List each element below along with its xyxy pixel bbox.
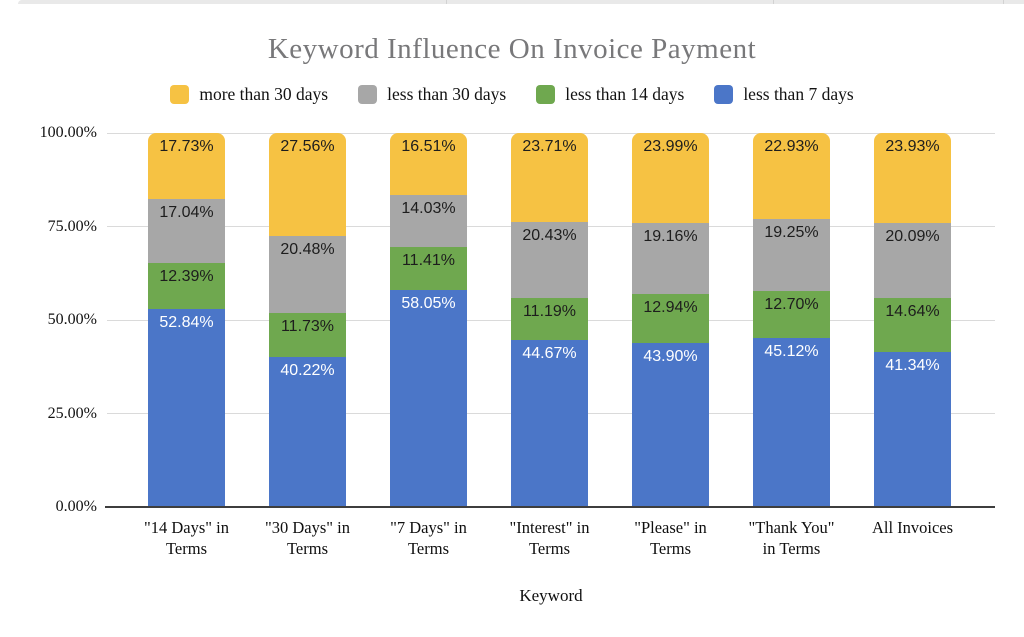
- legend-label: less than 7 days: [743, 84, 854, 104]
- bar-value-label: 12.39%: [159, 268, 214, 286]
- bar-segment: 17.04%: [148, 199, 225, 264]
- bar-value-label: 14.64%: [885, 302, 940, 320]
- bar-2: 40.22% 11.73% 20.48% 27.56%: [269, 133, 346, 507]
- bar-value-label: 45.12%: [764, 343, 819, 361]
- bar-6: 45.12% 12.70% 19.25% 22.93%: [753, 133, 830, 507]
- legend-swatch-icon: [170, 85, 190, 104]
- browser-tab-strip: [18, 0, 1024, 4]
- bar-segment: 12.94%: [632, 294, 709, 343]
- legend-item: less than 7 days: [714, 84, 854, 105]
- bar-value-label: 27.56%: [280, 138, 335, 156]
- bar-segment: 17.73%: [148, 133, 225, 200]
- bar-value-label: 52.84%: [159, 314, 214, 332]
- bar-segment: 23.71%: [511, 133, 588, 222]
- bar-segment: 41.34%: [874, 352, 951, 507]
- legend-label: less than 14 days: [565, 84, 685, 104]
- x-category-label: All Invoices: [871, 518, 954, 537]
- y-tick-label: 100.00%: [39, 124, 97, 141]
- bar-value-label: 58.05%: [401, 294, 456, 312]
- bar-value-label: 19.16%: [643, 227, 698, 245]
- bar-5: 43.90% 12.94% 19.16% 23.99%: [632, 133, 709, 507]
- bar-segment: 43.90%: [632, 342, 709, 507]
- bar-segment: 11.41%: [390, 247, 467, 290]
- legend-item: more than 30 days: [170, 84, 328, 105]
- bar-value-label: 41.34%: [885, 357, 940, 375]
- x-axis-line: [105, 506, 995, 508]
- bar-value-label: 40.22%: [280, 361, 335, 379]
- bar-value-label: 43.90%: [643, 347, 698, 365]
- bar-segment: 11.73%: [269, 312, 346, 357]
- tab-separator: [1003, 0, 1004, 4]
- bar-segment: 12.70%: [753, 290, 830, 339]
- y-tick-label: 0.00%: [55, 498, 97, 515]
- bar-segment: 27.56%: [269, 133, 346, 237]
- bar-segment: 23.99%: [632, 133, 709, 223]
- bar-segment: 16.51%: [390, 133, 467, 195]
- bar-segment: 40.22%: [269, 356, 346, 507]
- bar-value-label: 11.41%: [401, 252, 456, 270]
- bar-value-label: 20.09%: [885, 227, 940, 245]
- legend-swatch-icon: [536, 85, 556, 104]
- x-category-label: "7 Days" in Terms: [390, 518, 467, 558]
- bar-value-label: 23.99%: [643, 138, 698, 156]
- bar-value-label: 12.94%: [643, 299, 698, 317]
- legend-item: less than 14 days: [536, 84, 684, 105]
- bar-value-label: 12.70%: [764, 295, 819, 313]
- bar-segment: 12.39%: [148, 263, 225, 310]
- x-category-label: "14 Days" in Terms: [144, 518, 229, 558]
- tab-separator: [446, 0, 447, 4]
- bar-segment: 19.16%: [632, 222, 709, 295]
- legend-swatch-icon: [358, 85, 378, 104]
- bar-value-label: 44.67%: [522, 344, 577, 362]
- x-axis-title: Keyword: [519, 586, 583, 605]
- x-category-label: "30 Days" in Terms: [265, 518, 350, 558]
- bar-value-label: 22.93%: [764, 138, 819, 156]
- legend-label: more than 30 days: [199, 84, 329, 104]
- bar-segment: 14.64%: [874, 297, 951, 353]
- chart-legend: more than 30 days less than 30 days less t…: [0, 84, 1024, 105]
- bar-7: 41.34% 14.64% 20.09% 23.93%: [874, 133, 951, 507]
- grid-line: [107, 132, 995, 134]
- tab-separator: [773, 0, 774, 4]
- y-tick-label: 50.00%: [47, 311, 97, 328]
- bar-segment: 45.12%: [753, 338, 830, 507]
- bar-value-label: 23.71%: [522, 138, 577, 156]
- bar-value-label: 23.93%: [885, 138, 940, 156]
- bar-value-label: 11.73%: [280, 317, 335, 335]
- bar-segment: 11.19%: [511, 298, 588, 340]
- legend-label: less than 30 days: [387, 84, 507, 104]
- bar-segment: 23.93%: [874, 133, 951, 223]
- legend-swatch-icon: [714, 85, 734, 104]
- plot-area: 52.84% 12.39% 17.04% 17.73% 40.22% 11.73% 20.4…: [105, 132, 995, 508]
- bar-segment: 20.48%: [269, 236, 346, 313]
- x-category-label: "Thank You" in Terms: [748, 518, 835, 558]
- y-tick-label: 25.00%: [47, 404, 97, 422]
- bar-3: 58.05% 11.41% 14.03% 16.51%: [390, 133, 467, 507]
- bar-value-label: 20.48%: [280, 241, 335, 259]
- bar-4: 44.67% 11.19% 20.43% 23.71%: [511, 133, 588, 507]
- bar-segment: 44.67%: [511, 339, 588, 507]
- bar-value-label: 16.51%: [401, 138, 456, 156]
- bar-value-label: 19.25%: [764, 223, 819, 241]
- legend-item: less than 30 days: [358, 84, 506, 105]
- bar-segment: 20.09%: [874, 222, 951, 298]
- bar-segment: 52.84%: [148, 309, 225, 507]
- bar-segment: 19.25%: [753, 218, 830, 291]
- bar-segment: 22.93%: [753, 133, 830, 219]
- bar-value-label: 17.04%: [159, 204, 214, 222]
- bar-segment: 14.03%: [390, 194, 467, 248]
- bar-segment: 58.05%: [390, 289, 467, 507]
- y-tick-label: 75.00%: [47, 217, 97, 235]
- bar-value-label: 11.19%: [522, 303, 577, 321]
- x-category-label: "Please" in Terms: [634, 518, 707, 558]
- bar-value-label: 14.03%: [401, 199, 456, 217]
- bar-value-label: 17.73%: [159, 138, 214, 156]
- bar-segment: 20.43%: [511, 221, 588, 299]
- x-category-label: "Interest" in Terms: [509, 518, 590, 558]
- bar-1: 52.84% 12.39% 17.04% 17.73%: [148, 133, 225, 507]
- chart-title: Keyword Influence On Invoice Payment: [267, 33, 757, 65]
- bar-value-label: 20.43%: [522, 226, 577, 244]
